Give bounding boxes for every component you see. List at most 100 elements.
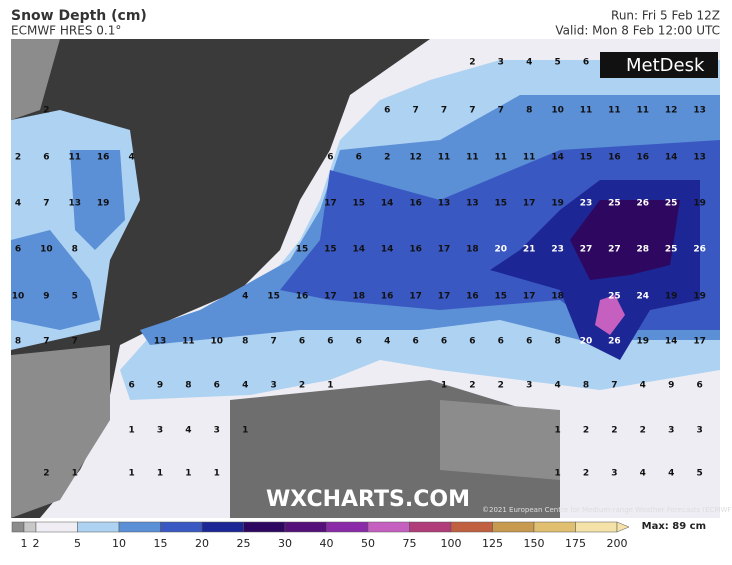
- grid-value: 26: [608, 337, 621, 347]
- legend-label: 175: [565, 537, 586, 550]
- grid-value: 6: [356, 153, 362, 163]
- grid-value: 7: [441, 106, 447, 116]
- grid-value: 7: [611, 381, 617, 391]
- legend-swatch: [533, 521, 576, 533]
- legend-swatch: [11, 521, 25, 533]
- grid-value: 15: [267, 292, 280, 302]
- grid-value: 6: [583, 58, 589, 68]
- grid-value: 14: [665, 337, 678, 347]
- grid-value: 16: [637, 153, 650, 163]
- grid-value: 16: [466, 292, 479, 302]
- grid-value: 15: [324, 245, 337, 255]
- grid-value: 4: [668, 469, 674, 479]
- grid-value: 7: [498, 106, 504, 116]
- grid-value: 6: [128, 381, 134, 391]
- grid-value: 13: [693, 153, 706, 163]
- grid-value: 7: [412, 106, 418, 116]
- grid-value: 20: [580, 337, 593, 347]
- grid-value: 8: [72, 245, 78, 255]
- grid-value: 7: [270, 337, 276, 347]
- grid-value: 14: [353, 245, 366, 255]
- grid-value: 5: [696, 469, 702, 479]
- grid-value: 3: [526, 381, 532, 391]
- grid-value: 3: [157, 426, 163, 436]
- grid-value: 17: [523, 292, 536, 302]
- legend-swatch: [201, 521, 244, 533]
- grid-value: 12: [409, 153, 422, 163]
- legend-label: 30: [278, 537, 292, 550]
- grid-value: 1: [214, 469, 220, 479]
- grid-value: 15: [495, 292, 508, 302]
- grid-value: 10: [40, 245, 53, 255]
- grid-value: 4: [15, 199, 21, 209]
- legend-swatch: [243, 521, 286, 533]
- legend-label: 50: [361, 537, 375, 550]
- grid-value: 6: [299, 337, 305, 347]
- grid-value: 18: [466, 245, 479, 255]
- legend-swatch: [284, 521, 327, 533]
- grid-value: 2: [384, 153, 390, 163]
- grid-value: 11: [466, 153, 479, 163]
- legend-label: 20: [195, 537, 209, 550]
- grid-value: 1: [72, 469, 78, 479]
- legend-label: 2: [33, 537, 40, 550]
- grid-value: 13: [466, 199, 479, 209]
- grid-value: 23: [551, 245, 564, 255]
- grid-value: 17: [693, 337, 706, 347]
- grid-value: 9: [157, 381, 163, 391]
- logo-box: [600, 52, 718, 78]
- legend-swatch: [575, 521, 618, 533]
- grid-value: 11: [438, 153, 451, 163]
- zone-30: [570, 200, 680, 280]
- grid-value: 1: [128, 469, 134, 479]
- legend-max: Max: 89 cm: [642, 521, 706, 532]
- grid-value: 1: [157, 469, 163, 479]
- grid-value: 18: [551, 292, 564, 302]
- grid-value: 7: [43, 199, 49, 209]
- uk-15b: [11, 230, 100, 330]
- run: Run: Fri 5 Feb 12Z: [611, 9, 720, 23]
- grid-value: 4: [384, 337, 390, 347]
- logo: MetDesk: [626, 55, 705, 76]
- grid-value: 6: [214, 381, 220, 391]
- legend-label: 125: [482, 537, 503, 550]
- grid-value: 1: [185, 469, 191, 479]
- grid-value: 15: [580, 153, 593, 163]
- grid-value: 6: [412, 337, 418, 347]
- map: 2 3 4 5 62 6 7 7 7 7 8 10 11 11 11 12 132 6 11 16 4 6 6 2 12 11 11…: [11, 39, 732, 518]
- grid-value: 4: [640, 469, 646, 479]
- grid-value: 6: [327, 153, 333, 163]
- grid-value: 3: [668, 426, 674, 436]
- grid-value: 4: [640, 381, 646, 391]
- grid-value: 13: [154, 337, 167, 347]
- grid-value: 11: [523, 153, 536, 163]
- legend-label: 1: [21, 537, 28, 550]
- grid-value: 13: [438, 199, 451, 209]
- grid-value: 8: [242, 337, 248, 347]
- grid-value: 25: [665, 245, 678, 255]
- grid-value: 8: [185, 381, 191, 391]
- uk-land: [11, 39, 110, 518]
- legend-label: 75: [403, 537, 417, 550]
- grid-value: 16: [381, 292, 394, 302]
- grid-value: 10: [211, 337, 224, 347]
- grid-value: 16: [608, 153, 621, 163]
- legend-label: 5: [74, 537, 81, 550]
- legend-label: 25: [237, 537, 251, 550]
- grid-value: 3: [214, 426, 220, 436]
- grid-value: 2: [583, 469, 589, 479]
- grid-value: 10: [12, 292, 25, 302]
- grid-value: 19: [637, 337, 650, 347]
- valid: Valid: Mon 8 Feb 12:00 UTC: [555, 24, 720, 38]
- grid-value: 11: [69, 153, 82, 163]
- grid-value: 17: [324, 199, 337, 209]
- grid-value: 19: [693, 199, 706, 209]
- legend-label: 10: [112, 537, 126, 550]
- grid-value: 13: [69, 199, 82, 209]
- grid-value: 15: [296, 245, 309, 255]
- grid-value: 2: [299, 381, 305, 391]
- grid-value: 2: [43, 106, 49, 116]
- grid-value: 26: [693, 245, 706, 255]
- grid-value: 11: [580, 106, 593, 116]
